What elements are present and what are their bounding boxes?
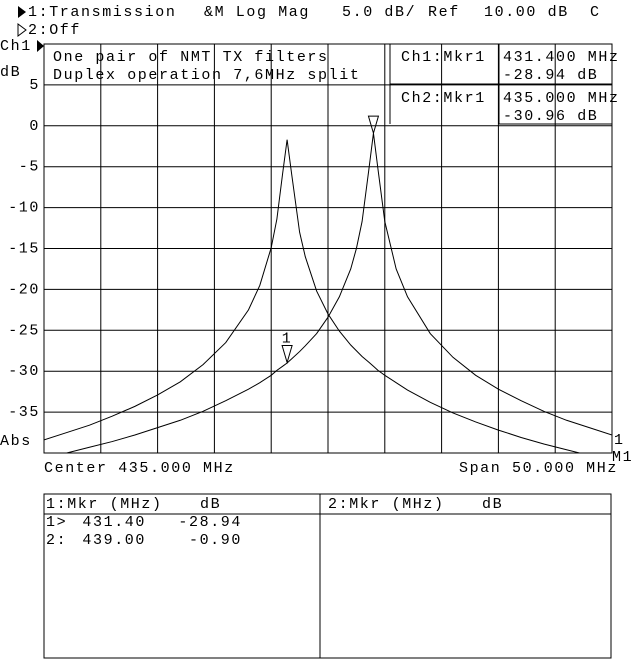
y-tick-label: -35 [8,404,40,421]
annotation: One pair of NMT TX filters [53,49,329,66]
y-tick-label: -30 [8,363,40,380]
table-header: 1:Mkr (MHz) [46,496,163,513]
trace [44,139,582,453]
readout-value: -30.96 dB [503,108,598,125]
y-mode: Abs [0,433,32,450]
scale-label: 5.0 dB/ [342,4,416,21]
ref-arrow [37,40,44,52]
readout-freq: 431.400 MHz [503,49,620,66]
ref-value: 10.00 dB [484,4,569,21]
y-tick-label: -25 [8,322,40,339]
row-value: -0.90 [189,532,242,549]
marker [367,115,380,135]
readout-value: -28.94 dB [503,67,598,84]
marker [281,345,293,365]
channel1-label: 1:Transmission [28,4,176,21]
inactive-channel-arrow [17,23,27,37]
traces [44,133,612,453]
y-tick-label: -20 [8,281,40,298]
active-channel-arrow [18,6,26,18]
y-tick-label: -10 [8,200,40,217]
channel-label: Ch1 [0,38,32,55]
grid [43,44,613,453]
y-tick-label: 0 [29,118,40,135]
marker-label: 1 [282,330,293,347]
y-tick-label: -15 [8,240,40,257]
right-label: M1 [612,449,633,466]
table-header: 2:Mkr (MHz) [328,496,445,513]
row-freq: 431.40 [82,514,146,531]
ref-label: Ref [428,4,460,21]
row-index: 2: [46,532,67,549]
right-label: 1 [614,432,625,449]
readout-freq: 435.000 MHz [503,90,620,107]
readout-channel: Ch2:Mkr1 [401,90,486,107]
channel2-label: 2:Off [28,22,81,39]
format-label: &M Log Mag [204,4,310,21]
span-label: Span 50.000 MHz [459,460,618,477]
table-content: 1:Mkr (MHz) dB 1> 431.40 -28.94 2: 439.00 -0.90… [46,496,503,549]
annotation: Duplex operation 7,6MHz split [53,67,360,84]
readout-channel: Ch1:Mkr1 [401,49,486,66]
trace [64,133,612,453]
y-tick-label: -5 [19,159,40,176]
center-label: Center 435.000 MHz [44,460,235,477]
y-tick-label: 5 [29,77,40,94]
row-value: -28.94 [178,514,242,531]
table-unit: dB [200,496,221,513]
marker-table [43,493,612,659]
row-index: 1> [46,514,67,531]
markers: 1 [281,115,380,365]
flag: C [590,4,601,21]
plot-frame [43,43,613,454]
y-unit: dB [0,64,21,81]
row-freq: 439.00 [82,532,146,549]
table-unit: dB [482,496,503,513]
